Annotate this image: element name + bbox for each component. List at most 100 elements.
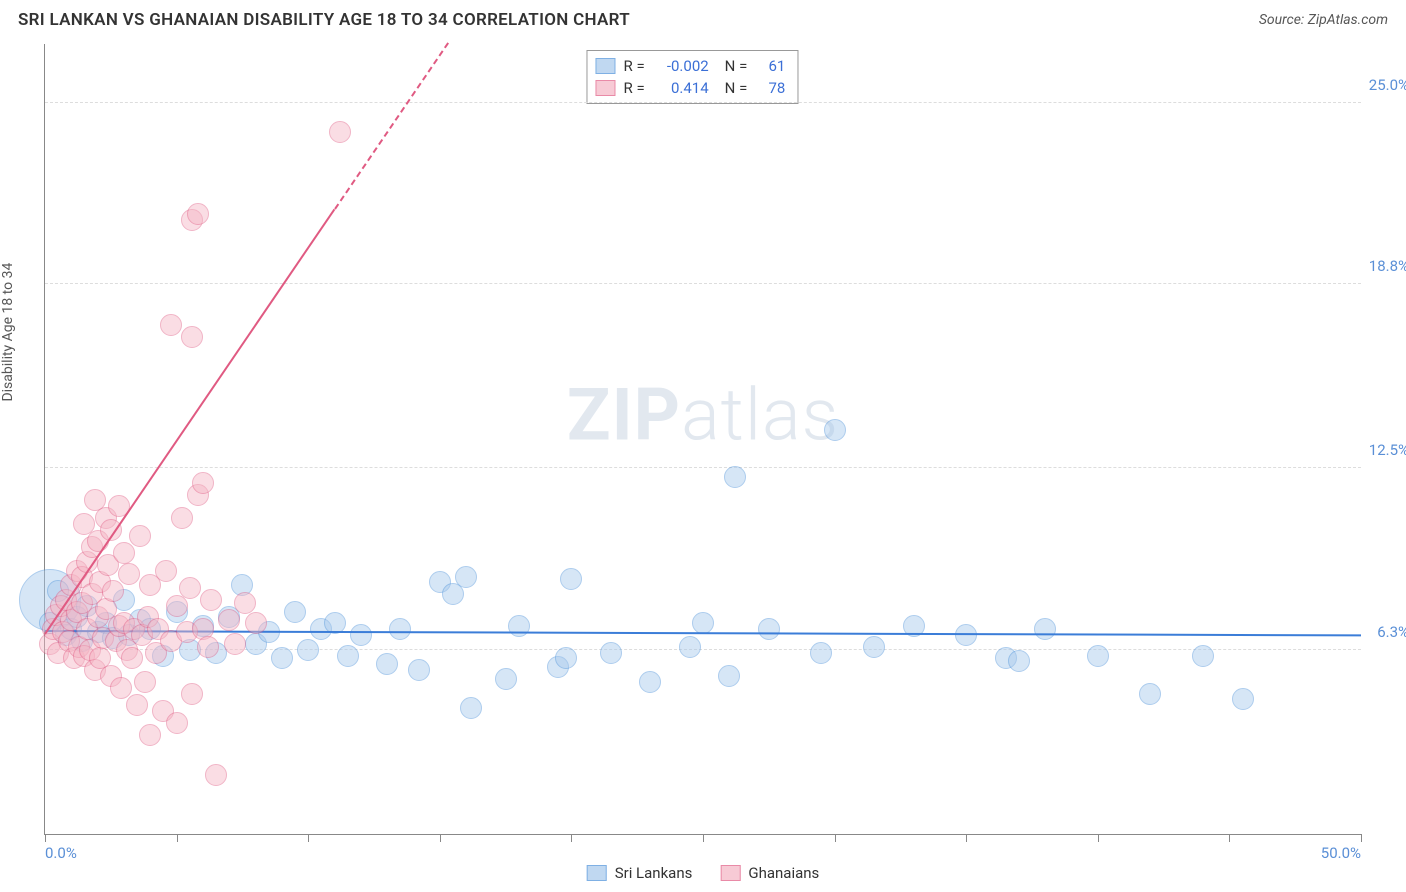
y-tick-label: 12.5% bbox=[1369, 441, 1406, 459]
data-point bbox=[118, 563, 140, 585]
trend-line bbox=[44, 209, 335, 635]
stats-n-value: 61 bbox=[755, 55, 785, 77]
legend-label: Sri Lankans bbox=[615, 864, 693, 882]
data-point bbox=[121, 647, 143, 669]
watermark: ZIPatlas bbox=[567, 373, 839, 458]
data-point bbox=[376, 653, 398, 675]
data-point bbox=[1232, 688, 1254, 710]
stats-n-label: N = bbox=[725, 77, 748, 99]
data-point bbox=[1008, 650, 1030, 672]
stats-legend-row: R =0.414N =78 bbox=[595, 77, 785, 99]
y-tick-label: 6.3% bbox=[1377, 623, 1406, 641]
data-point bbox=[160, 314, 182, 336]
data-point bbox=[134, 671, 156, 693]
legend-swatch bbox=[595, 80, 615, 96]
data-point bbox=[155, 560, 177, 582]
data-point bbox=[824, 419, 846, 441]
data-point bbox=[166, 712, 188, 734]
stats-r-value: -0.002 bbox=[653, 55, 709, 77]
x-tick-label: 0.0% bbox=[45, 844, 77, 862]
x-tick bbox=[1098, 834, 1099, 842]
data-point bbox=[1139, 683, 1161, 705]
data-point bbox=[863, 636, 885, 658]
data-point bbox=[1192, 645, 1214, 667]
data-point bbox=[181, 326, 203, 348]
x-tick bbox=[45, 834, 46, 842]
data-point bbox=[679, 636, 701, 658]
data-point bbox=[718, 665, 740, 687]
trend-line bbox=[334, 42, 449, 209]
data-point bbox=[639, 671, 661, 693]
stats-r-label: R = bbox=[623, 55, 644, 77]
data-point bbox=[245, 612, 267, 634]
data-point bbox=[126, 694, 148, 716]
x-tick bbox=[177, 834, 178, 842]
gridline bbox=[45, 283, 1361, 284]
data-point bbox=[129, 525, 151, 547]
data-point bbox=[197, 636, 219, 658]
chart-title: SRI LANKAN VS GHANAIAN DISABILITY AGE 18… bbox=[18, 10, 630, 30]
stats-legend: R = -0.002 N = 61R = 0.414 N = 78 bbox=[586, 50, 798, 104]
chart-header: SRI LANKAN VS GHANAIAN DISABILITY AGE 18… bbox=[0, 0, 1406, 38]
legend-item: Ghanaians bbox=[720, 864, 819, 882]
data-point bbox=[600, 642, 622, 664]
data-point bbox=[179, 577, 201, 599]
data-point bbox=[724, 466, 746, 488]
legend-swatch bbox=[720, 865, 740, 881]
gridline bbox=[45, 467, 1361, 468]
chart-area: Disability Age 18 to 34 ZIPatlas R = -0.0… bbox=[0, 38, 1406, 888]
data-point bbox=[102, 580, 124, 602]
y-tick-label: 25.0% bbox=[1369, 76, 1406, 94]
legend-swatch bbox=[595, 58, 615, 74]
data-point bbox=[555, 647, 577, 669]
x-tick bbox=[835, 834, 836, 842]
data-point bbox=[350, 624, 372, 646]
x-tick bbox=[440, 834, 441, 842]
data-point bbox=[284, 601, 306, 623]
data-point bbox=[329, 121, 351, 143]
stats-n-value: 78 bbox=[755, 77, 785, 99]
data-point bbox=[1034, 618, 1056, 640]
stats-n-label: N = bbox=[725, 55, 748, 77]
gridline bbox=[45, 102, 1361, 103]
data-point bbox=[181, 683, 203, 705]
watermark-zip: ZIP bbox=[567, 373, 681, 458]
data-point bbox=[139, 724, 161, 746]
x-tick bbox=[1361, 834, 1362, 842]
data-point bbox=[560, 568, 582, 590]
data-point bbox=[187, 203, 209, 225]
y-axis-label: Disability Age 18 to 34 bbox=[0, 263, 16, 402]
data-point bbox=[455, 566, 477, 588]
data-point bbox=[408, 659, 430, 681]
data-point bbox=[508, 615, 530, 637]
data-point bbox=[192, 472, 214, 494]
x-tick bbox=[571, 834, 572, 842]
data-point bbox=[218, 609, 240, 631]
data-point bbox=[171, 507, 193, 529]
legend-swatch bbox=[587, 865, 607, 881]
stats-r-value: 0.414 bbox=[653, 77, 709, 99]
data-point bbox=[271, 647, 293, 669]
y-tick-label: 18.8% bbox=[1369, 257, 1406, 275]
data-point bbox=[110, 677, 132, 699]
x-tick bbox=[966, 834, 967, 842]
data-point bbox=[337, 645, 359, 667]
data-point bbox=[692, 612, 714, 634]
data-point bbox=[205, 764, 227, 786]
watermark-atlas: atlas bbox=[681, 373, 839, 458]
data-point bbox=[758, 618, 780, 640]
x-tick bbox=[308, 834, 309, 842]
series-legend: Sri Lankans Ghanaians bbox=[587, 864, 820, 882]
data-point bbox=[495, 668, 517, 690]
data-point bbox=[297, 639, 319, 661]
data-point bbox=[460, 697, 482, 719]
data-point bbox=[810, 642, 832, 664]
plot-region: ZIPatlas R =-0.002N =61R =0.414N =78 6.3… bbox=[44, 44, 1361, 835]
data-point bbox=[389, 618, 411, 640]
stats-legend-row: R = -0.002 N = 61 bbox=[595, 55, 785, 77]
chart-source: Source: ZipAtlas.com bbox=[1259, 12, 1388, 28]
legend-item: Sri Lankans bbox=[587, 864, 693, 882]
data-point bbox=[224, 633, 246, 655]
x-tick bbox=[1229, 834, 1230, 842]
legend-label: Ghanaians bbox=[748, 864, 819, 882]
